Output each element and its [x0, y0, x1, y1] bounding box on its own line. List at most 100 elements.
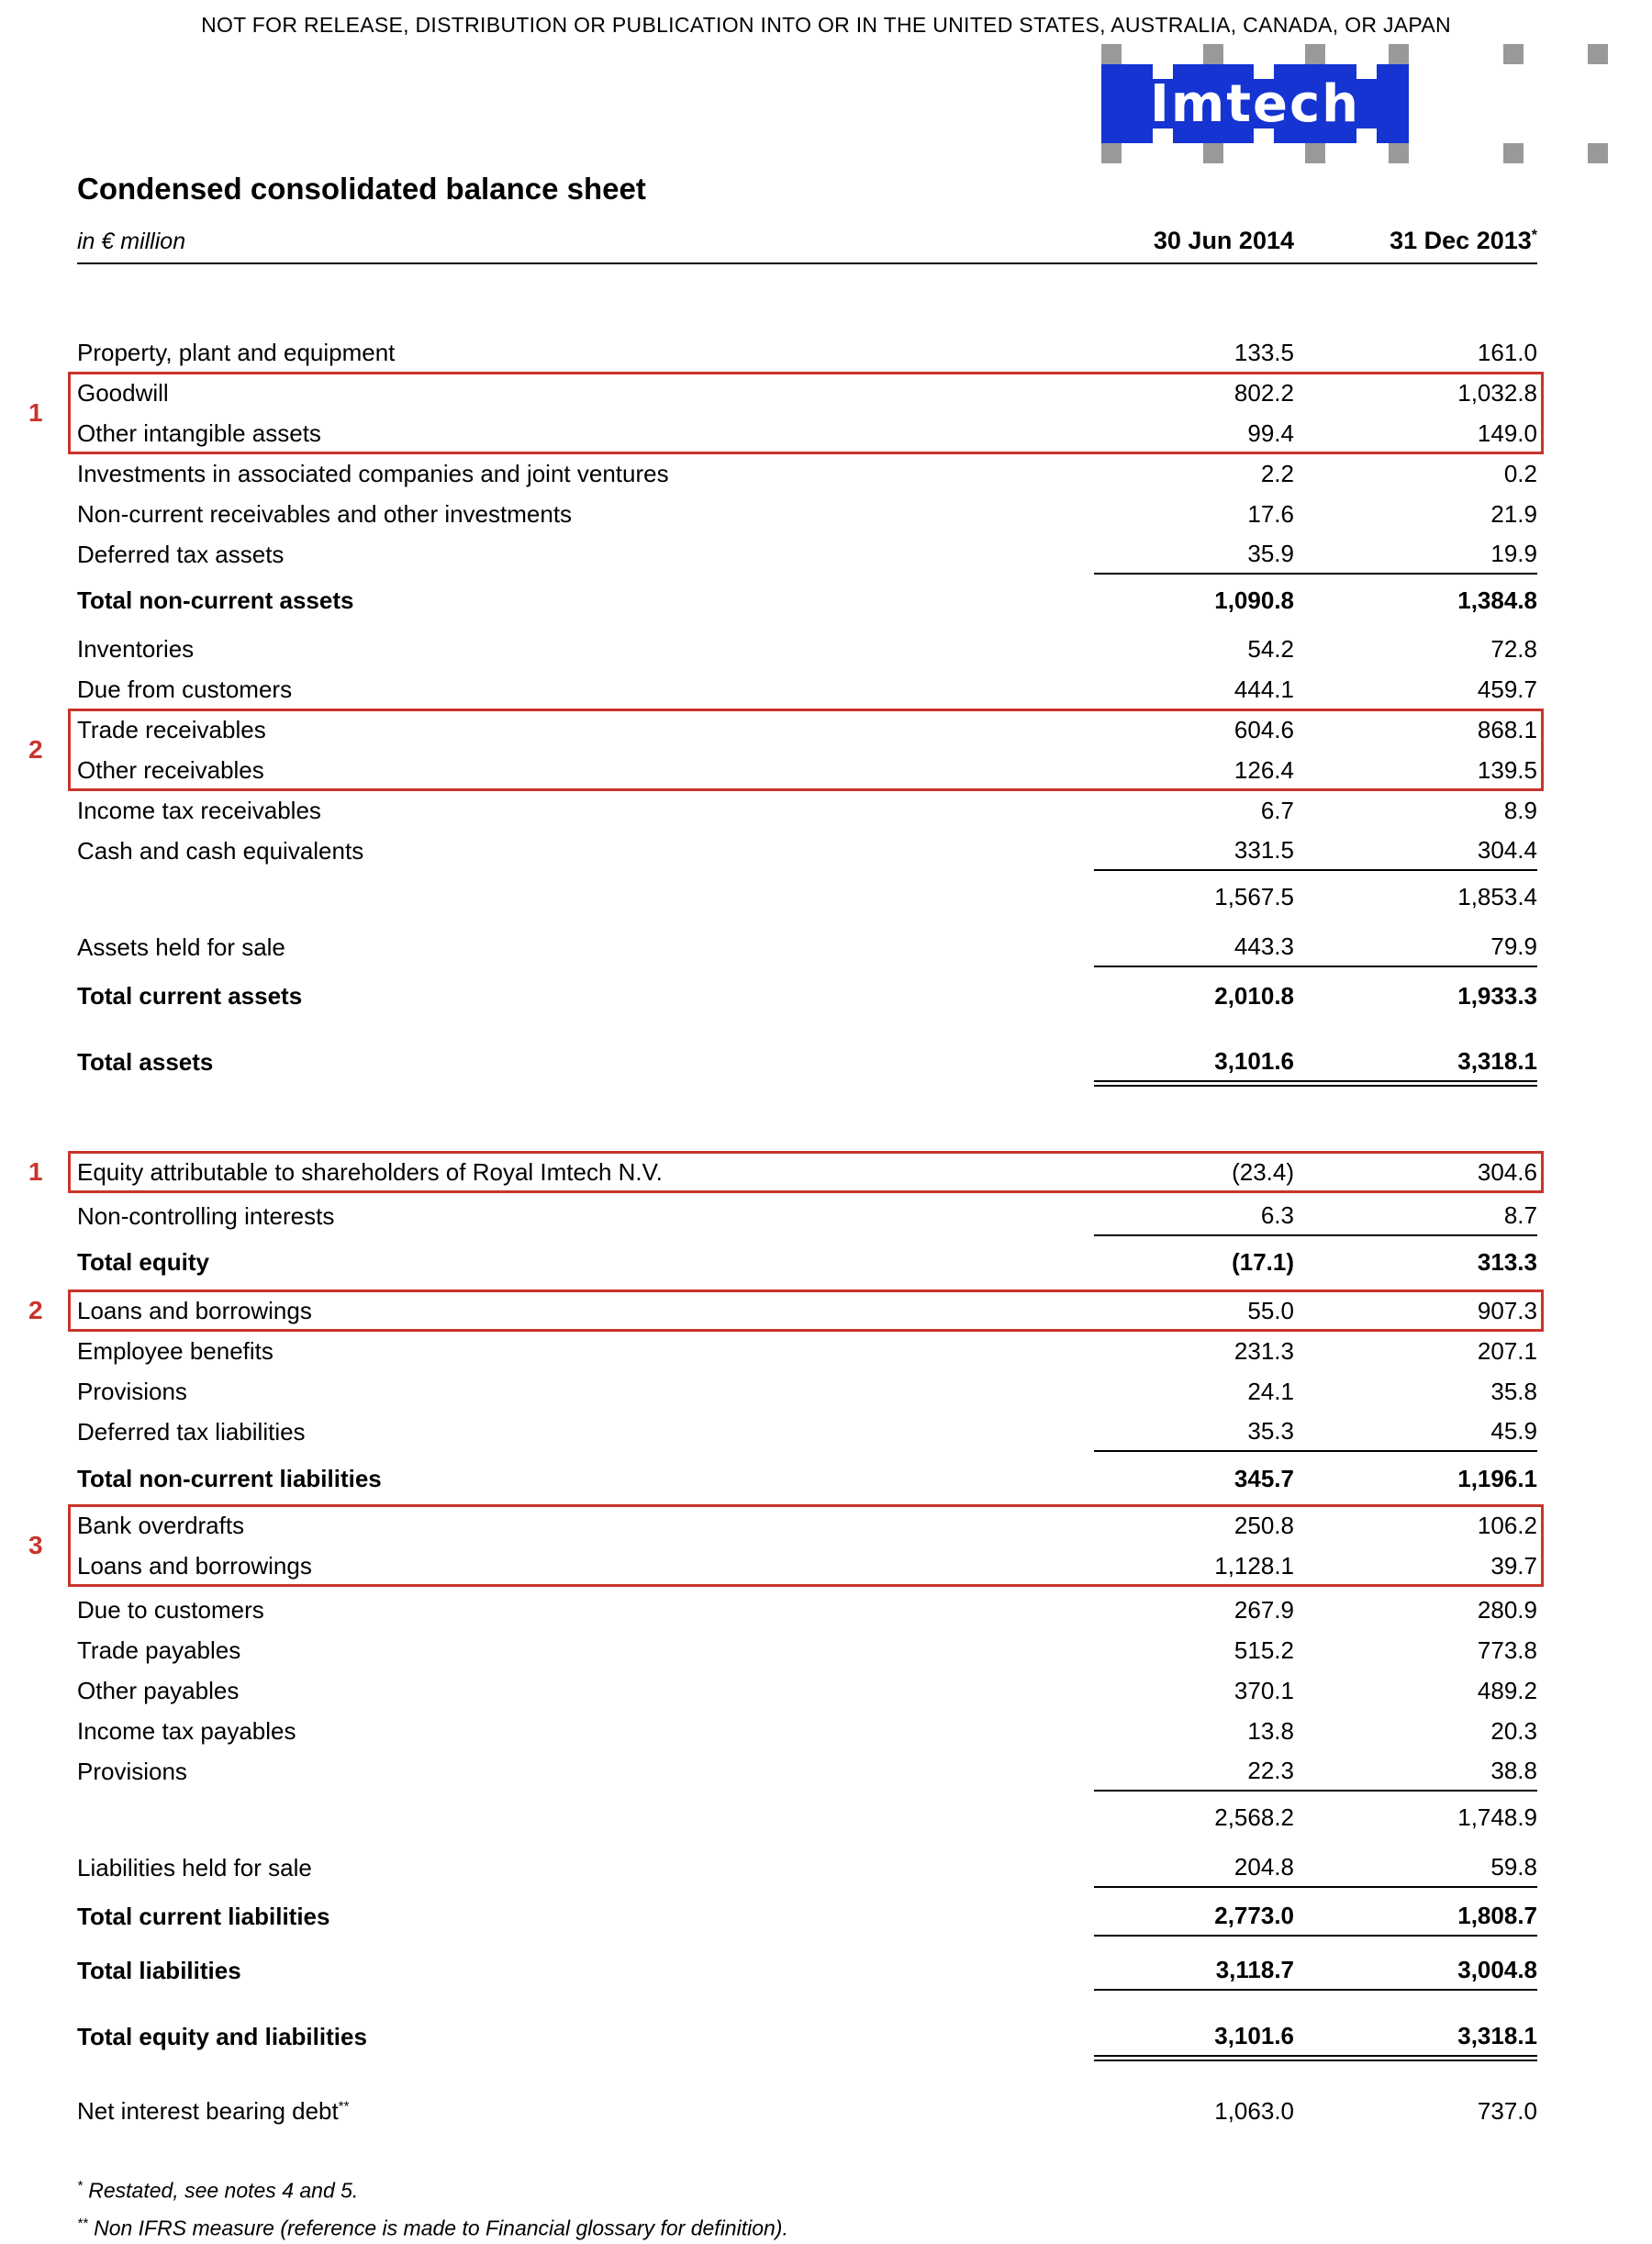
row-label: Deferred tax assets: [77, 540, 285, 568]
table-row: Liabilities held for sale 204.8 59.8: [77, 1848, 1537, 1888]
annotation-number: 1: [28, 1157, 43, 1186]
row-values: 444.1 459.7: [1094, 669, 1537, 709]
table-row: Investments in associated companies and …: [77, 453, 1537, 494]
value-31-dec-2013: 1,933.3: [1457, 981, 1537, 1010]
value-30-jun-2014: 1,090.8: [1214, 586, 1294, 614]
row-values: 2.2 0.2: [1094, 453, 1537, 494]
value-31-dec-2013: 1,032.8: [1457, 378, 1537, 407]
table-row: 2,568.2 1,748.9: [77, 1797, 1537, 1837]
value-31-dec-2013: 35.8: [1490, 1377, 1537, 1405]
value-31-dec-2013: 304.6: [1477, 1157, 1537, 1186]
row-values: 250.8 106.2: [1094, 1505, 1537, 1546]
value-30-jun-2014: 443.3: [1233, 932, 1294, 960]
table-row: Deferred tax assets 35.9 19.9: [77, 534, 1537, 575]
balance-sheet-rows: Property, plant and equipment 133.5 161.0 1…: [28, 332, 1544, 2131]
value-31-dec-2013: 280.9: [1477, 1595, 1537, 1624]
value-30-jun-2014: 3,101.6: [1214, 1046, 1294, 1075]
table-row: Income tax receivables 6.7 8.9: [77, 790, 1537, 831]
value-30-jun-2014: 802.2: [1233, 378, 1294, 407]
row-values: 267.9 280.9: [1094, 1590, 1537, 1630]
value-30-jun-2014: 35.9: [1247, 539, 1294, 567]
footnote-restated: * Restated, see notes 4 and 5.: [77, 2178, 359, 2203]
row-label: Other intangible assets: [77, 419, 321, 447]
value-31-dec-2013: 21.9: [1490, 499, 1537, 528]
restated-asterisk: *: [1531, 228, 1537, 243]
value-31-dec-2013: 459.7: [1477, 675, 1537, 703]
value-30-jun-2014: 345.7: [1233, 1464, 1294, 1492]
row-values: 35.3 45.9: [1094, 1412, 1537, 1452]
table-row: Total non-current liabilities 345.7 1,196.…: [77, 1458, 1537, 1499]
value-31-dec-2013: 1,808.7: [1457, 1901, 1537, 1929]
value-30-jun-2014: 55.0: [1247, 1296, 1294, 1324]
value-31-dec-2013: 3,318.1: [1457, 1046, 1537, 1075]
table-row: Bank overdrafts 250.8 106.2: [77, 1505, 1537, 1546]
annotation-box: 2 Trade receivables 604.6 868.1 Other receiv…: [28, 709, 1544, 791]
row-label: Goodwill: [77, 378, 169, 407]
row-label: Non-current receivables and other invest…: [77, 499, 573, 528]
row-label: Cash and cash equivalents: [77, 836, 364, 865]
footnotes: * Restated, see notes 4 and 5. ** Non IF…: [77, 2170, 1537, 2244]
logo-square: [1389, 143, 1409, 163]
logo-square: [1503, 143, 1524, 163]
table-row: Other payables 370.1 489.2: [77, 1670, 1537, 1711]
table-row: Property, plant and equipment 133.5 161.0: [77, 332, 1537, 373]
logo-notch: [1356, 64, 1377, 79]
row-label: Investments in associated companies and …: [77, 459, 669, 487]
row-values: 515.2 773.8: [1094, 1630, 1537, 1670]
value-30-jun-2014: 13.8: [1247, 1716, 1294, 1745]
value-31-dec-2013: 72.8: [1490, 634, 1537, 663]
logo-square: [1101, 44, 1122, 64]
value-31-dec-2013: 19.9: [1490, 539, 1537, 567]
row-values: (17.1) 313.3: [1094, 1242, 1537, 1282]
logo-notch: [1153, 64, 1173, 79]
row-label: Loans and borrowings: [77, 1296, 312, 1324]
value-31-dec-2013: 907.3: [1477, 1296, 1537, 1324]
row-values: 1,090.8 1,384.8: [1094, 580, 1537, 620]
annotation-box: 1 Equity attributable to shareholders of …: [28, 1151, 1544, 1193]
value-30-jun-2014: 133.5: [1233, 338, 1294, 366]
row-values: 231.3 207.1: [1094, 1331, 1537, 1371]
value-31-dec-2013: 1,384.8: [1457, 586, 1537, 614]
table-row: Goodwill 802.2 1,032.8: [77, 373, 1537, 413]
value-30-jun-2014: 1,128.1: [1214, 1551, 1294, 1580]
column-header-30-jun-2014: 30 Jun 2014: [1153, 227, 1294, 254]
value-31-dec-2013: 106.2: [1477, 1511, 1537, 1539]
table-row: Total current liabilities 2,773.0 1,808.7: [77, 1896, 1537, 1937]
row-label: Liabilities held for sale: [77, 1853, 312, 1881]
table-row: Total non-current assets 1,090.8 1,384.8: [77, 580, 1537, 620]
row-values: 2,773.0 1,808.7: [1094, 1896, 1537, 1937]
value-30-jun-2014: 231.3: [1233, 1336, 1294, 1365]
row-values: 3,118.7 3,004.8: [1094, 1950, 1537, 1991]
value-31-dec-2013: 489.2: [1477, 1676, 1537, 1704]
row-label: Inventories: [77, 634, 195, 663]
value-30-jun-2014: (17.1): [1232, 1247, 1294, 1276]
column-headers: 30 Jun 2014 31 Dec 2013*: [1094, 227, 1537, 255]
value-31-dec-2013: 45.9: [1490, 1416, 1537, 1445]
value-30-jun-2014: 6.7: [1260, 796, 1294, 824]
table-row: Total current assets 2,010.8 1,933.3: [77, 976, 1537, 1016]
value-30-jun-2014: 2,010.8: [1214, 981, 1294, 1010]
row-label: Other payables: [77, 1676, 240, 1704]
row-label: Non-controlling interests: [77, 1201, 335, 1230]
row-values: 54.2 72.8: [1094, 629, 1537, 669]
table-row: Income tax payables 13.8 20.3: [77, 1711, 1537, 1751]
value-31-dec-2013: 304.4: [1477, 835, 1537, 864]
row-values: 24.1 35.8: [1094, 1371, 1537, 1412]
imtech-logo-text: Imtech: [1150, 73, 1360, 134]
annotation-number: 3: [28, 1531, 43, 1559]
row-values: 13.8 20.3: [1094, 1711, 1537, 1751]
row-label: Total non-current assets: [77, 586, 354, 614]
value-31-dec-2013: 161.0: [1477, 338, 1537, 366]
table-row: Due from customers 444.1 459.7: [77, 669, 1537, 709]
value-30-jun-2014: 204.8: [1233, 1852, 1294, 1881]
annotation-box: 3 Bank overdrafts 250.8 106.2 Loans and borr…: [28, 1504, 1544, 1587]
table-row: Total equity and liabilities 3,101.6 3,318…: [77, 2016, 1537, 2061]
row-label: Total current assets: [77, 981, 303, 1010]
table-row: Equity attributable to shareholders of R…: [77, 1152, 1537, 1192]
value-30-jun-2014: 370.1: [1233, 1676, 1294, 1704]
row-label: Due to customers: [77, 1595, 264, 1624]
value-30-jun-2014: 35.3: [1247, 1416, 1294, 1445]
value-31-dec-2013: 38.8: [1490, 1756, 1537, 1784]
logo-square: [1389, 44, 1409, 64]
distribution-disclaimer: NOT FOR RELEASE, DISTRIBUTION OR PUBLICA…: [201, 13, 1451, 37]
